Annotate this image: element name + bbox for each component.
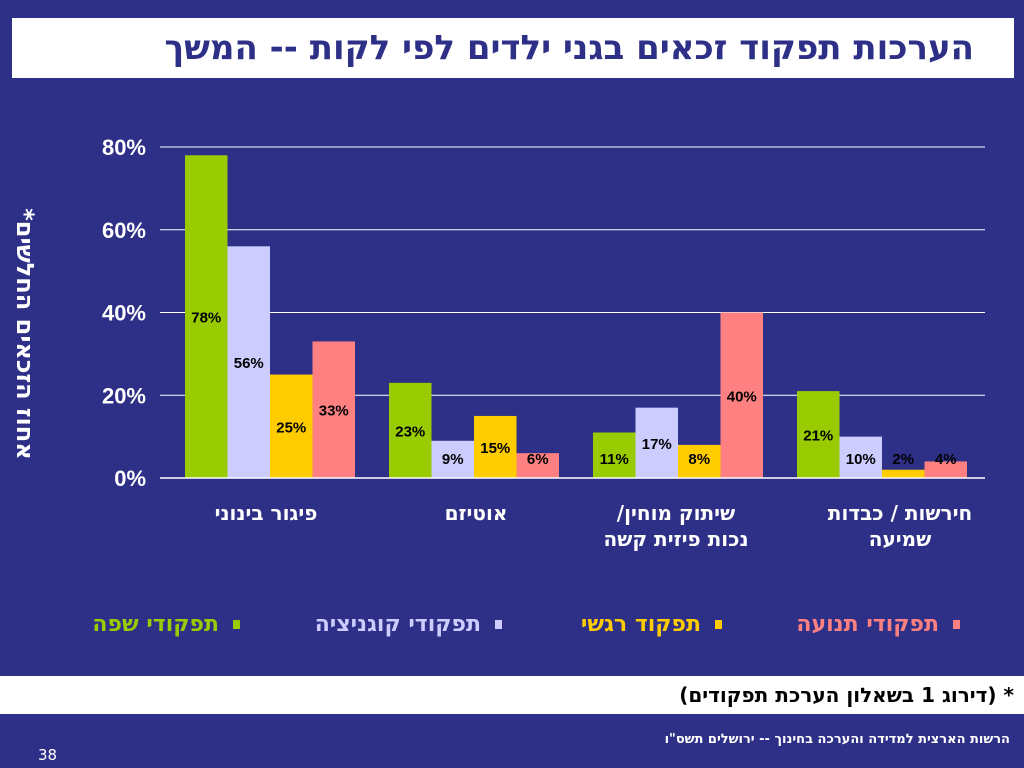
data-label: 2% bbox=[892, 451, 914, 468]
bar bbox=[797, 391, 840, 478]
data-label: 33% bbox=[319, 403, 349, 420]
data-label: 10% bbox=[846, 451, 876, 468]
footnote: * (דירוג 1 בשאלון הערכת תפקודים) bbox=[679, 683, 1014, 707]
legend-swatch-motor bbox=[953, 620, 960, 629]
title-bar: הערכות תפקוד זכאים בגני ילדים לפי לקות -… bbox=[12, 18, 1014, 78]
category-label-cerebral-palsy: שיתוק מוחין/נכות פיזית קשה bbox=[603, 501, 749, 551]
bar bbox=[839, 436, 882, 478]
legend-item-motor: תפקודי תנועה bbox=[796, 612, 960, 637]
category-label-autism: אוטיזם bbox=[444, 501, 508, 525]
y-tick-label: 20% bbox=[102, 383, 146, 408]
legend-item-emotional: תפקוד רגשי bbox=[581, 612, 722, 637]
bar bbox=[431, 440, 474, 478]
data-label: 17% bbox=[642, 436, 672, 453]
bar bbox=[227, 246, 270, 478]
bar bbox=[593, 432, 636, 478]
data-label: 11% bbox=[600, 451, 629, 468]
data-label: 15% bbox=[480, 440, 510, 457]
y-tick-label: 60% bbox=[102, 218, 146, 243]
y-tick-label: 80% bbox=[102, 135, 146, 160]
data-label: 21% bbox=[803, 428, 833, 445]
y-tick-label: 0% bbox=[114, 466, 146, 491]
data-label: 56% bbox=[234, 355, 264, 372]
bar bbox=[924, 461, 967, 478]
legend-swatch-language bbox=[233, 620, 240, 629]
data-label: 40% bbox=[727, 388, 757, 405]
legend-swatch-emotional bbox=[715, 620, 722, 629]
data-label: 9% bbox=[442, 451, 464, 468]
bar-chart: 0% 20% 40% 60% 80% 78% 23% 11% 21% 56% 9% 17% 10% 25%… bbox=[102, 135, 985, 491]
legend: תפקודי תנועה תפקוד רגשי תפקודי קוגניציה … bbox=[20, 612, 1010, 646]
bar bbox=[312, 341, 355, 478]
data-label: 4% bbox=[935, 451, 957, 468]
bar bbox=[516, 453, 559, 478]
bar bbox=[270, 374, 313, 478]
footnote-bar: * (דירוג 1 בשאלון הערכת תפקודים) bbox=[0, 676, 1024, 714]
bar bbox=[635, 407, 678, 478]
data-label: 23% bbox=[395, 423, 425, 440]
data-label: 6% bbox=[527, 451, 549, 468]
bar bbox=[720, 312, 763, 478]
source-credit: הרשות הארצית למדידה והערכה בחינוך -- ירו… bbox=[664, 732, 1010, 747]
data-label: 78% bbox=[191, 310, 221, 327]
data-label: 8% bbox=[688, 451, 710, 468]
category-label-hearing: חירשות / כבדות שמיעה bbox=[827, 501, 973, 551]
data-label: 25% bbox=[276, 419, 306, 436]
legend-item-language: תפקודי שפה bbox=[92, 612, 240, 637]
bar bbox=[678, 444, 721, 478]
bar bbox=[882, 469, 925, 478]
bar bbox=[185, 155, 228, 478]
legend-item-cognition: תפקודי קוגניציה bbox=[315, 612, 502, 637]
category-label-intellectual: פיגור בינוני bbox=[214, 501, 318, 525]
bar bbox=[389, 382, 432, 478]
y-tick-label: 40% bbox=[102, 301, 146, 326]
bar bbox=[474, 415, 517, 478]
legend-swatch-cognition bbox=[495, 620, 502, 629]
slide-title: הערכות תפקוד זכאים בגני ילדים לפי לקות -… bbox=[164, 28, 974, 68]
page-number: 38 bbox=[38, 746, 58, 764]
